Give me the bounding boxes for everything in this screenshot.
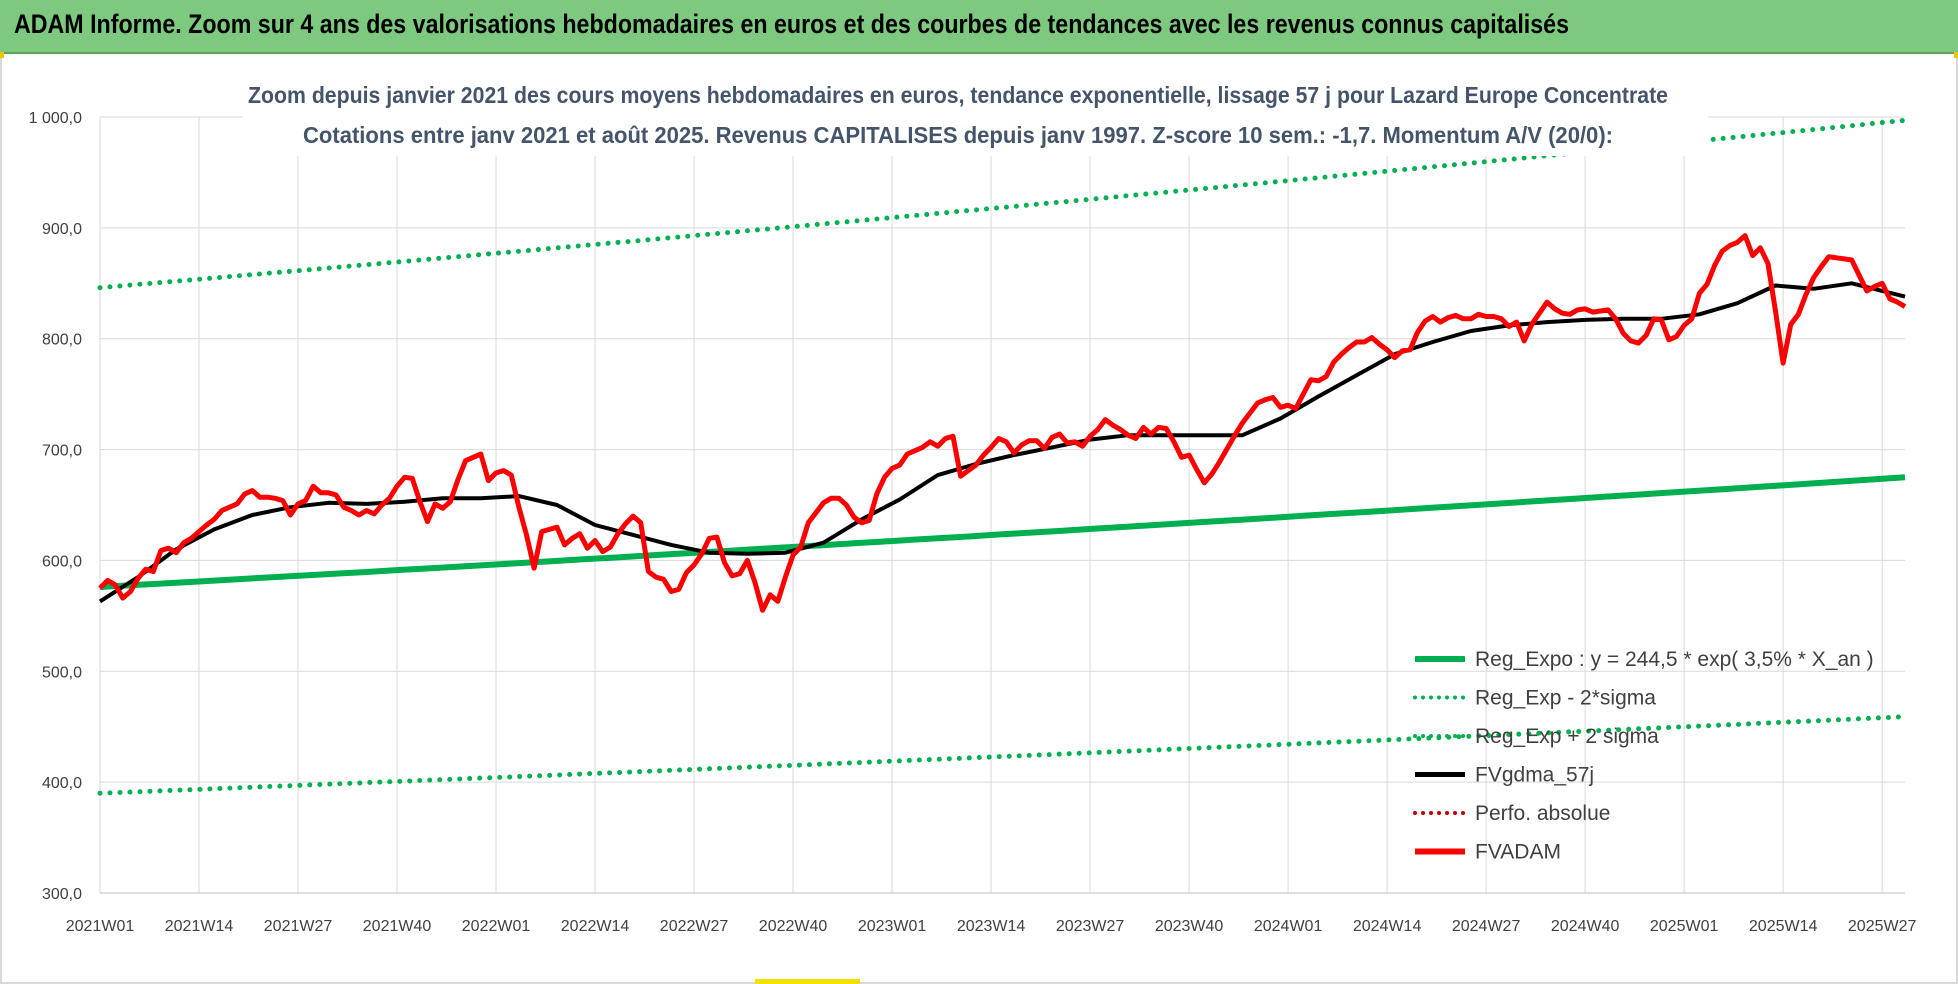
- decorative-corner-mark-left: [0, 52, 4, 58]
- x-tick-label: 2023W40: [1155, 918, 1224, 935]
- x-tick-label: 2024W27: [1452, 918, 1521, 935]
- x-tick-label: 2022W14: [561, 918, 630, 935]
- y-tick-label: 300,0: [42, 886, 82, 903]
- x-tick-label: 2022W40: [759, 918, 828, 935]
- x-tick-label: 2021W14: [165, 918, 234, 935]
- x-tick-label: 2024W01: [1254, 918, 1323, 935]
- legend-perfo-label: Perfo. absolue: [1475, 802, 1610, 825]
- x-tick-label: 2025W01: [1650, 918, 1719, 935]
- header-title: ADAM Informe. Zoom sur 4 ans des valoris…: [14, 9, 1569, 39]
- decorative-bottom-mark: [755, 979, 860, 984]
- y-tick-label: 1 000,0: [29, 110, 82, 127]
- x-tick-label: 2022W27: [660, 918, 729, 935]
- legend-reg-expo-label: Reg_Expo : y = 244,5 * exp( 3,5% * X_an …: [1475, 648, 1874, 671]
- subtitle-background: [243, 78, 1708, 156]
- y-tick-label: 500,0: [42, 664, 82, 681]
- legend-reg-exp-plus-label: Reg_Exp + 2 sigma: [1475, 725, 1659, 748]
- fvadam-line: [98, 233, 1907, 613]
- fvgdma-57j-line: [98, 281, 1906, 604]
- legend: Reg_Expo : y = 244,5 * exp( 3,5% * X_an …: [1413, 648, 1874, 864]
- legend-fvgdma-label: FVgdma_57j: [1475, 764, 1594, 787]
- x-tick-label: 2023W01: [858, 918, 927, 935]
- axis-layer: 300,0 400,0 500,0 600,0 700,0 800,0 900,0 1 000…: [29, 110, 1917, 935]
- header-bar: ADAM Informe. Zoom sur 4 ans des valoris…: [0, 0, 1958, 54]
- y-tick-label: 700,0: [42, 443, 82, 460]
- x-tick-label: 2024W40: [1551, 918, 1620, 935]
- x-tick-label: 2025W14: [1749, 918, 1818, 935]
- reg-expo-line: [99, 474, 1906, 590]
- reg-exp-minus-2sigma-line: [97, 714, 1908, 796]
- chart-subtitle: Cotations entre janv 2021 et août 2025. …: [303, 122, 1613, 148]
- x-tick-label: 2025W27: [1848, 918, 1917, 935]
- decorative-corner-mark-right: [1954, 52, 1958, 58]
- chart-title: Zoom depuis janvier 2021 des cours moyen…: [248, 82, 1668, 108]
- legend-reg-exp-minus-label: Reg_Exp - 2*sigma: [1475, 687, 1656, 710]
- x-tick-label: 2023W27: [1056, 918, 1125, 935]
- x-tick-label: 2021W27: [264, 918, 333, 935]
- legend-fvadam-label: FVADAM: [1475, 841, 1561, 864]
- x-tick-label: 2022W01: [462, 918, 531, 935]
- x-tick-label: 2024W14: [1353, 918, 1422, 935]
- y-tick-label: 400,0: [42, 775, 82, 792]
- y-tick-label: 900,0: [42, 221, 82, 238]
- x-tick-label: 2021W40: [363, 918, 432, 935]
- x-tick-label: 2023W14: [957, 918, 1026, 935]
- y-tick-label: 800,0: [42, 332, 82, 349]
- x-tick-label: 2021W01: [66, 918, 135, 935]
- y-tick-label: 600,0: [42, 553, 82, 570]
